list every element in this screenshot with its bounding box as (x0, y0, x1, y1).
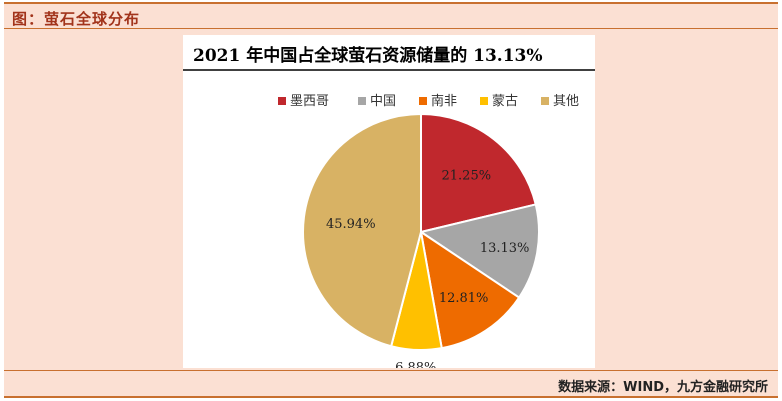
pie-slice-2 (419, 229, 521, 350)
header-divider (4, 28, 778, 29)
legend-label-3: 蒙古 (492, 94, 518, 109)
chart-title: 2021 年中国占全球萤石资源储量的 13.13% (193, 45, 543, 66)
footer-divider (4, 370, 778, 371)
source-note: 数据来源：WIND，九方金融研究所 (558, 380, 768, 395)
legend-label-1: 中国 (370, 94, 396, 109)
figure-title: 图：萤石全球分布 (12, 10, 141, 28)
pie-data-label-2: 12.81% (439, 291, 489, 306)
pie-slices (302, 112, 540, 351)
figure-header: 图：萤石全球分布 (4, 4, 778, 28)
pie-data-labels: 21.25% 13.13% 12.81% 6.88% 45.94% (326, 169, 530, 376)
pie-slice-0 (420, 112, 537, 234)
legend-swatch-3 (480, 97, 488, 105)
top-border (4, 2, 778, 4)
pie-slice-4 (302, 112, 422, 348)
chart-legend: 墨西哥 中国 南非 蒙古 其他 (278, 93, 579, 109)
legend-label-2: 南非 (431, 93, 457, 109)
pie-data-label-1: 13.13% (480, 241, 530, 256)
pie-slice-1 (418, 203, 540, 299)
legend-swatch-4 (541, 97, 549, 105)
legend-swatch-2 (419, 97, 427, 105)
pie-data-label-0: 21.25% (442, 169, 492, 184)
legend-swatch-0 (278, 97, 286, 105)
legend-label-0: 墨西哥 (290, 94, 329, 109)
pie-data-label-3: 6.88% (395, 360, 436, 368)
pie-data-label-4: 45.94% (326, 217, 376, 232)
bottom-border (4, 396, 778, 398)
legend-label-4: 其他 (553, 94, 579, 109)
legend-swatch-1 (358, 97, 366, 105)
chart-card: 2021 年中国占全球萤石资源储量的 13.13% 墨西哥 中国 南非 蒙古 其他 21… (183, 35, 595, 376)
pie-chart: 2021 年中国占全球萤石资源储量的 13.13% 墨西哥 中国 南非 蒙古 其他 21… (183, 45, 595, 376)
